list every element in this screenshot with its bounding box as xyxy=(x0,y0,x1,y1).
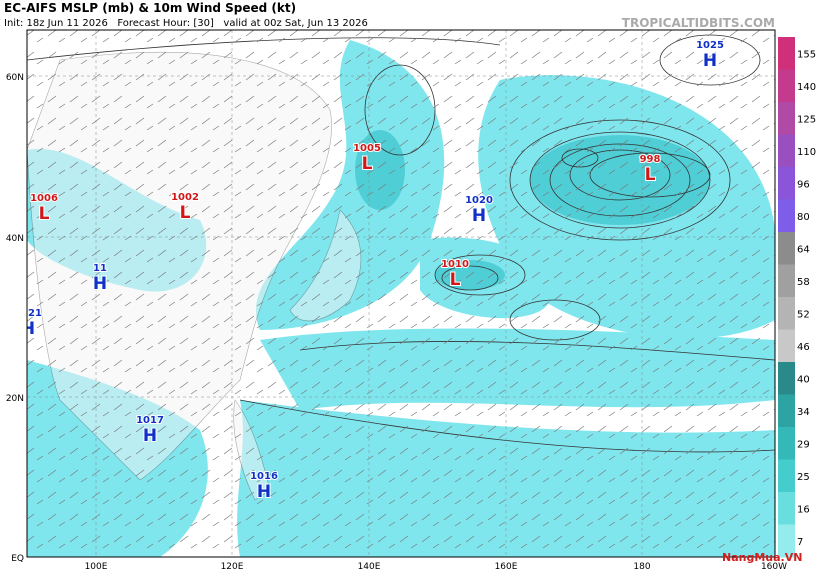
lat-label: 60N xyxy=(6,73,24,83)
colorbar-swatch xyxy=(778,459,795,493)
subtitle: Init: 18z Jun 11 2026 Forecast Hour: [30… xyxy=(4,18,368,29)
center-letter: L xyxy=(362,154,373,174)
colorbar-label: 155 xyxy=(797,49,816,60)
center-value: 1002 xyxy=(171,192,199,203)
lon-label: 100E xyxy=(85,562,108,572)
lat-label: 20N xyxy=(6,394,24,404)
colorbar-label: 16 xyxy=(797,504,810,515)
lat-label: 40N xyxy=(6,234,24,244)
colorbar-label: 40 xyxy=(797,374,810,385)
map-frame xyxy=(26,29,776,558)
map: 1006L1002L1005L1020H1010L998L1025H1021H1… xyxy=(14,30,775,557)
colorbar-label: 29 xyxy=(797,439,810,450)
colorbar-swatch xyxy=(778,492,795,525)
center-letter: L xyxy=(180,203,191,223)
title: EC-AIFS MSLP (mb) & 10m Wind Speed (kt) xyxy=(4,1,296,15)
colorbar-label: 96 xyxy=(797,179,810,190)
colorbar-label: 7 xyxy=(797,537,803,548)
center-letter: L xyxy=(450,270,461,290)
colorbar-swatch xyxy=(778,199,795,233)
center-letter: H xyxy=(472,206,486,226)
colorbar-label: 140 xyxy=(797,82,816,93)
colorbar-swatch xyxy=(778,69,795,103)
lon-label: 180 xyxy=(633,562,650,572)
colorbar-label: 64 xyxy=(797,244,810,255)
center-letter: H xyxy=(703,51,717,71)
colorbar-swatch xyxy=(778,37,795,70)
colorbar-label: 110 xyxy=(797,147,816,158)
colorbar-swatch xyxy=(778,167,795,200)
colorbar-swatch xyxy=(778,394,795,428)
center-value: 1020 xyxy=(465,195,493,206)
colorbar-label: 52 xyxy=(797,309,810,320)
center-value: 11 xyxy=(93,263,107,274)
colorbar-swatch xyxy=(778,102,795,135)
lon-label: 140E xyxy=(358,562,381,572)
colorbar-label: 80 xyxy=(797,212,810,223)
center-value: 998 xyxy=(640,154,661,165)
colorbar-label: 34 xyxy=(797,407,810,418)
center-value: 1025 xyxy=(696,40,724,51)
center-value: 1006 xyxy=(30,193,58,204)
center-value: 1010 xyxy=(441,259,469,270)
lon-label: 160W xyxy=(761,562,787,572)
site: TROPICALTIDBITS.COM xyxy=(622,16,775,30)
colorbar-swatch xyxy=(778,362,795,395)
colorbar-swatch xyxy=(778,524,795,558)
center-letter: H xyxy=(257,482,271,502)
colorbar-label: 46 xyxy=(797,342,810,353)
lat-label: EQ xyxy=(11,554,24,564)
center-letter: L xyxy=(645,165,656,185)
center-value: 1017 xyxy=(136,415,164,426)
colorbar-swatch xyxy=(778,297,795,330)
center-letter: H xyxy=(21,319,35,339)
center-value: 1016 xyxy=(250,471,278,482)
center-letter: H xyxy=(93,274,107,294)
colorbar-swatch xyxy=(778,329,795,363)
lon-label: 120E xyxy=(221,562,244,572)
center-value: 1021 xyxy=(14,308,42,319)
lon-label: 160E xyxy=(495,562,518,572)
colorbar-swatch xyxy=(778,427,795,460)
center-value: 1005 xyxy=(353,143,381,154)
watermark: NangMua.VN xyxy=(722,551,802,564)
colorbar-label: 58 xyxy=(797,277,810,288)
colorbar-swatch xyxy=(778,134,795,168)
colorbar-swatch xyxy=(778,232,795,265)
colorbar-swatch xyxy=(778,264,795,298)
center-letter: H xyxy=(143,426,157,446)
colorbar-label: 25 xyxy=(797,472,810,483)
center-letter: L xyxy=(39,204,50,224)
colorbar-label: 125 xyxy=(797,114,816,125)
